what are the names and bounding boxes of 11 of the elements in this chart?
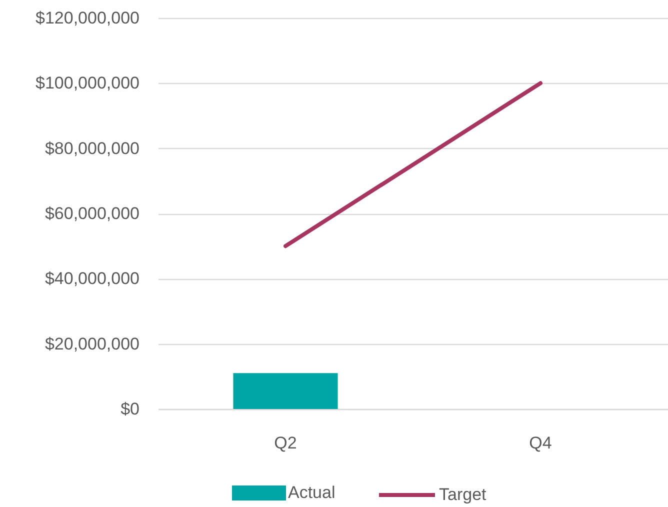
x-tick-label: Q2 xyxy=(274,434,297,452)
y-tick-label: $0 xyxy=(120,400,140,418)
y-tick-label: $120,000,000 xyxy=(36,8,140,28)
legend-label: Actual xyxy=(288,483,336,502)
y-tick-label: $20,000,000 xyxy=(44,334,140,354)
y-tick-label: $40,000,000 xyxy=(44,269,140,288)
x-tick-label: Q4 xyxy=(529,434,552,452)
y-tick-label: $100,000,000 xyxy=(36,74,140,93)
legend-label: Target xyxy=(439,485,487,504)
y-tick-label: $80,000,000 xyxy=(44,138,140,158)
y-tick-label: $60,000,000 xyxy=(44,204,140,223)
